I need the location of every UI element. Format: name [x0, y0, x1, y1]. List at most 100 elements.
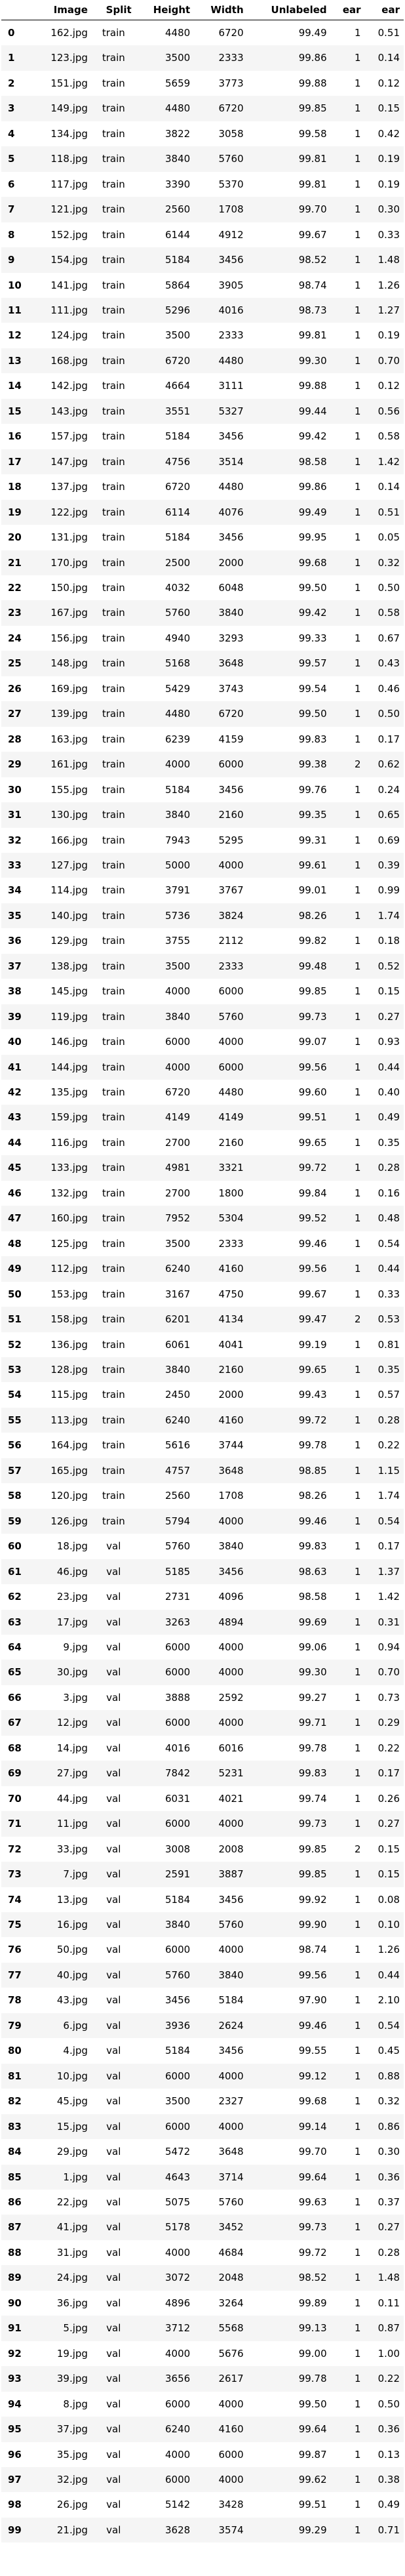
table-cell: 1	[355, 935, 361, 947]
table-cell: 99.52	[247, 1206, 331, 1231]
table-cell: 1	[330, 146, 365, 172]
table-row: 97 32.jpg val 6000 4000 99.62 1 0.38	[1, 2466, 404, 2493]
table-cell: 3840	[194, 600, 248, 626]
table-cell: 4756	[135, 449, 195, 475]
table-cell: 1708	[218, 1490, 244, 1502]
table-row: 81 10.jpg val 6000 4000 99.12 1 0.88	[1, 2063, 404, 2089]
table-cell: 4160	[194, 1256, 248, 1282]
table-cell: 4149	[135, 1105, 195, 1130]
table-cell: 32.jpg	[33, 2466, 92, 2493]
table-row: 20 131.jpg train 5184 3456 99.95 1 0.05	[1, 525, 404, 550]
table-cell: train	[102, 733, 125, 745]
table-cell: val	[106, 1843, 121, 1855]
table-cell: 2000	[194, 550, 248, 575]
table-cell: 6000	[194, 752, 248, 777]
table-row: 36 129.jpg train 3755 2112 99.82 1 0.18	[1, 928, 404, 953]
table-cell: 0.94	[377, 1641, 400, 1653]
table-row: 57 165.jpg train 4757 3648 98.85 1 1.15	[1, 1458, 404, 1484]
table-cell: 3628	[135, 2517, 195, 2543]
table-row: 62 23.jpg val 2731 4096 98.58 1 1.42	[1, 1584, 404, 1609]
table-row: 73 7.jpg val 2591 3887 99.85 1 0.15	[1, 1862, 404, 1887]
table-cell: 99.86	[298, 481, 327, 493]
table-cell: 99.83	[298, 733, 327, 745]
table-row: 90 36.jpg val 4896 3264 99.89 1 0.11	[1, 2291, 404, 2316]
table-cell: val	[91, 2114, 136, 2140]
table-cell: 6048	[218, 581, 244, 594]
table-row: 99 21.jpg val 3628 3574 99.29 1 0.71	[1, 2517, 404, 2543]
table-cell: 3714	[194, 2164, 248, 2190]
table-cell: 155.jpg	[50, 783, 88, 796]
column-header: Image	[53, 4, 88, 16]
table-cell: val	[91, 2366, 136, 2392]
table-cell: 0.22	[377, 1742, 400, 1754]
table-cell: 4000	[194, 1811, 248, 1837]
table-cell: 3773	[218, 77, 244, 89]
table-cell: 4000	[218, 1641, 244, 1653]
table-cell: 6720	[194, 701, 248, 727]
table-cell: 23.jpg	[56, 1591, 88, 1603]
table-cell: 2	[330, 1307, 365, 1332]
table-cell: 4000	[165, 2448, 191, 2461]
row-index: 51	[1, 1307, 33, 1332]
table-cell: 3293	[218, 632, 244, 644]
table-cell: 99.63	[298, 2196, 327, 2208]
table-cell: 3824	[194, 903, 248, 929]
table-cell: 99.73	[247, 2215, 331, 2240]
table-cell: 4000	[194, 852, 248, 878]
table-cell: 3167	[165, 1288, 191, 1300]
row-index: 26	[8, 682, 22, 695]
table-row: 46 132.jpg train 2700 1800 99.84 1 0.16	[1, 1181, 404, 1206]
table-cell: 6000	[165, 1944, 191, 1956]
table-cell: 17.jpg	[33, 1609, 92, 1635]
table-cell: 99.65	[298, 1136, 327, 1149]
row-index: 42	[8, 1086, 22, 1099]
table-cell: 1	[330, 852, 365, 878]
table-cell: 1	[355, 2246, 361, 2259]
row-index: 69	[1, 1761, 33, 1786]
table-cell: 3648	[194, 1458, 248, 1484]
table-cell: train	[91, 1458, 136, 1484]
table-cell: 2160	[218, 1136, 244, 1149]
table-cell: 143.jpg	[33, 398, 92, 424]
table-row: 44 116.jpg train 2700 2160 99.65 1 0.35	[1, 1130, 404, 1155]
table-row: 74 13.jpg val 5184 3456 99.92 1 0.08	[1, 1887, 404, 1912]
table-cell: 6031	[165, 1792, 191, 1805]
column-header: Height	[153, 4, 191, 16]
table-cell: 98.26	[247, 903, 331, 929]
table-cell: 5184	[165, 430, 191, 443]
table-cell: 99.46	[247, 2013, 331, 2039]
table-body: 0 162.jpg train 4480 6720 99.49 1 0.51 1 123.jpg t…	[1, 20, 404, 2543]
table-cell: 1	[355, 531, 361, 544]
table-cell: train	[91, 398, 136, 424]
table-row: 19 122.jpg train 6114 4076 99.49 1 0.51	[1, 499, 404, 525]
table-cell: val	[106, 2246, 121, 2259]
table-cell: train	[91, 45, 136, 71]
table-cell: val	[106, 1742, 121, 1754]
table-cell: 99.81	[247, 146, 331, 172]
table-cell: 0.48	[364, 1206, 404, 1231]
table-cell: 1	[330, 903, 365, 929]
table-cell: 7952	[135, 1206, 195, 1231]
table-row: 72 33.jpg val 3008 2008 99.85 2 0.15	[1, 1837, 404, 1862]
table-row: 17 147.jpg train 4756 3514 98.58 1 1.42	[1, 449, 404, 475]
table-cell: 3452	[194, 2215, 248, 2240]
table-cell: 3840	[135, 1912, 195, 1938]
table-cell: 3.jpg	[63, 1691, 88, 1704]
table-cell: 1	[330, 449, 365, 475]
table-cell: 4000	[194, 2114, 248, 2140]
table-row: 35 140.jpg train 5736 3824 98.26 1 1.74	[1, 903, 404, 929]
table-cell: train	[91, 146, 136, 172]
table-cell: 4912	[218, 228, 244, 241]
table-cell: 98.63	[247, 1559, 331, 1585]
table-cell: 1	[355, 2499, 361, 2511]
table-cell: 1	[355, 228, 361, 241]
table-cell: 1	[355, 127, 361, 140]
table-cell: 6000	[135, 1811, 195, 1837]
row-index: 2	[8, 77, 15, 89]
table-cell: train	[102, 1490, 125, 1502]
table-cell: 2327	[218, 2095, 244, 2108]
table-cell: 99.57	[247, 651, 331, 676]
row-index: 72	[8, 1843, 22, 1855]
table-row: 70 44.jpg val 6031 4021 99.74 1 0.26	[1, 1786, 404, 1811]
